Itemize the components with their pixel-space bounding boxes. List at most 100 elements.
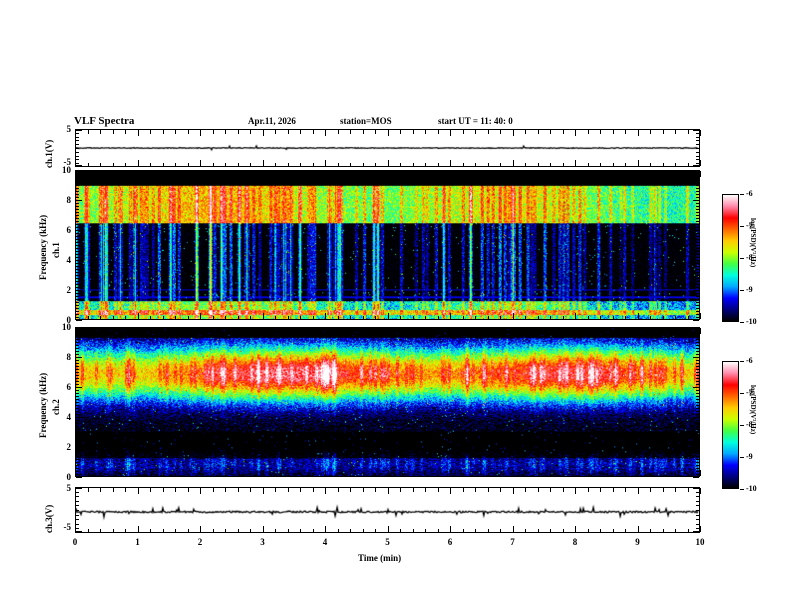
colorbar-tick xyxy=(740,425,744,426)
axis-tick xyxy=(588,488,589,492)
colorbar-tick xyxy=(740,226,744,227)
axis-tick xyxy=(696,384,699,385)
ch1-spectrogram-image xyxy=(76,171,699,319)
axis-tick xyxy=(563,315,564,319)
axis-tick xyxy=(475,130,476,134)
axis-tick xyxy=(238,315,239,319)
axis-tick xyxy=(696,450,699,451)
axis-tick xyxy=(700,470,701,476)
axis-tick xyxy=(563,528,564,532)
colorbar-tick-label: -6 xyxy=(746,356,753,365)
colorbar-tick-label: -6 xyxy=(746,189,753,198)
axis-tick xyxy=(76,381,79,382)
axis-tick xyxy=(76,492,79,493)
axis-tick xyxy=(375,488,376,492)
colorbar-tick-label: -8 xyxy=(746,420,753,429)
axis-tick xyxy=(625,328,626,332)
axis-tick xyxy=(263,488,264,494)
axis-tick xyxy=(696,372,699,373)
axis-tick xyxy=(696,260,699,261)
axis-tick xyxy=(696,393,699,394)
axis-tick xyxy=(700,488,701,494)
y-axis-tick-label: -5 xyxy=(63,522,72,532)
axis-tick xyxy=(150,315,151,319)
axis-tick xyxy=(696,191,699,192)
axis-tick xyxy=(238,472,239,476)
axis-tick xyxy=(76,417,79,418)
axis-tick xyxy=(88,488,89,492)
y-axis-tick-label: 8 xyxy=(66,195,72,205)
header-start-ut: start UT = 11: 40: 0 xyxy=(438,116,513,126)
axis-tick xyxy=(76,215,79,216)
axis-tick xyxy=(613,472,614,476)
axis-tick xyxy=(188,328,189,332)
y-axis-tick-label: 2 xyxy=(66,285,72,295)
axis-tick xyxy=(76,399,79,400)
axis-tick xyxy=(696,462,699,463)
axis-tick xyxy=(175,315,176,319)
axis-tick xyxy=(400,162,401,166)
colorbar-tick-label: -7 xyxy=(746,388,753,397)
axis-tick xyxy=(538,488,539,492)
axis-tick xyxy=(250,472,251,476)
axis-tick xyxy=(696,182,699,183)
axis-tick xyxy=(76,179,79,180)
axis-tick xyxy=(696,299,699,300)
axis-tick xyxy=(696,408,699,409)
axis-tick xyxy=(76,133,79,134)
axis-tick xyxy=(163,528,164,532)
axis-tick xyxy=(696,417,699,418)
axis-tick xyxy=(300,171,301,175)
axis-tick xyxy=(696,206,699,207)
axis-tick xyxy=(500,171,501,175)
axis-tick xyxy=(76,453,79,454)
axis-tick xyxy=(696,381,699,382)
colorbar-tick xyxy=(740,258,744,259)
axis-tick xyxy=(438,162,439,166)
axis-tick xyxy=(450,171,451,177)
axis-tick xyxy=(500,130,501,134)
axis-tick xyxy=(263,130,264,136)
axis-tick xyxy=(696,345,699,346)
axis-tick xyxy=(450,328,451,334)
axis-tick xyxy=(696,429,699,430)
axis-tick xyxy=(475,528,476,532)
axis-tick xyxy=(263,526,264,532)
axis-tick xyxy=(488,130,489,134)
axis-tick xyxy=(76,531,82,532)
axis-tick xyxy=(76,218,79,219)
axis-tick xyxy=(696,515,699,516)
colorbar-tick-label: -9 xyxy=(746,452,753,461)
axis-tick xyxy=(338,162,339,166)
axis-tick xyxy=(76,405,79,406)
axis-tick xyxy=(696,510,699,511)
axis-tick xyxy=(575,160,576,166)
axis-tick xyxy=(696,263,699,264)
axis-tick xyxy=(696,287,699,288)
axis-tick xyxy=(125,328,126,332)
panel-ch2-spectrogram xyxy=(75,327,700,477)
axis-tick xyxy=(625,162,626,166)
axis-tick xyxy=(696,492,699,493)
axis-tick xyxy=(696,230,699,231)
axis-tick xyxy=(696,402,699,403)
axis-tick xyxy=(76,528,79,529)
axis-tick xyxy=(696,390,699,391)
ch2-frequency-axis-label-line2: Frequency (kHz) xyxy=(38,372,48,438)
axis-tick xyxy=(696,357,699,358)
y-axis-tick-label: 2 xyxy=(66,442,72,452)
axis-tick xyxy=(513,328,514,334)
axis-tick xyxy=(100,488,101,492)
axis-tick xyxy=(76,130,82,131)
axis-tick xyxy=(475,488,476,492)
axis-tick xyxy=(188,171,189,175)
axis-tick xyxy=(76,360,79,361)
axis-tick xyxy=(75,160,76,166)
axis-tick xyxy=(75,470,76,476)
axis-tick xyxy=(76,488,82,489)
axis-tick xyxy=(288,162,289,166)
colorbar-tick-label: -7 xyxy=(746,221,753,230)
axis-tick xyxy=(188,315,189,319)
axis-tick xyxy=(696,308,699,309)
axis-tick xyxy=(200,488,201,494)
